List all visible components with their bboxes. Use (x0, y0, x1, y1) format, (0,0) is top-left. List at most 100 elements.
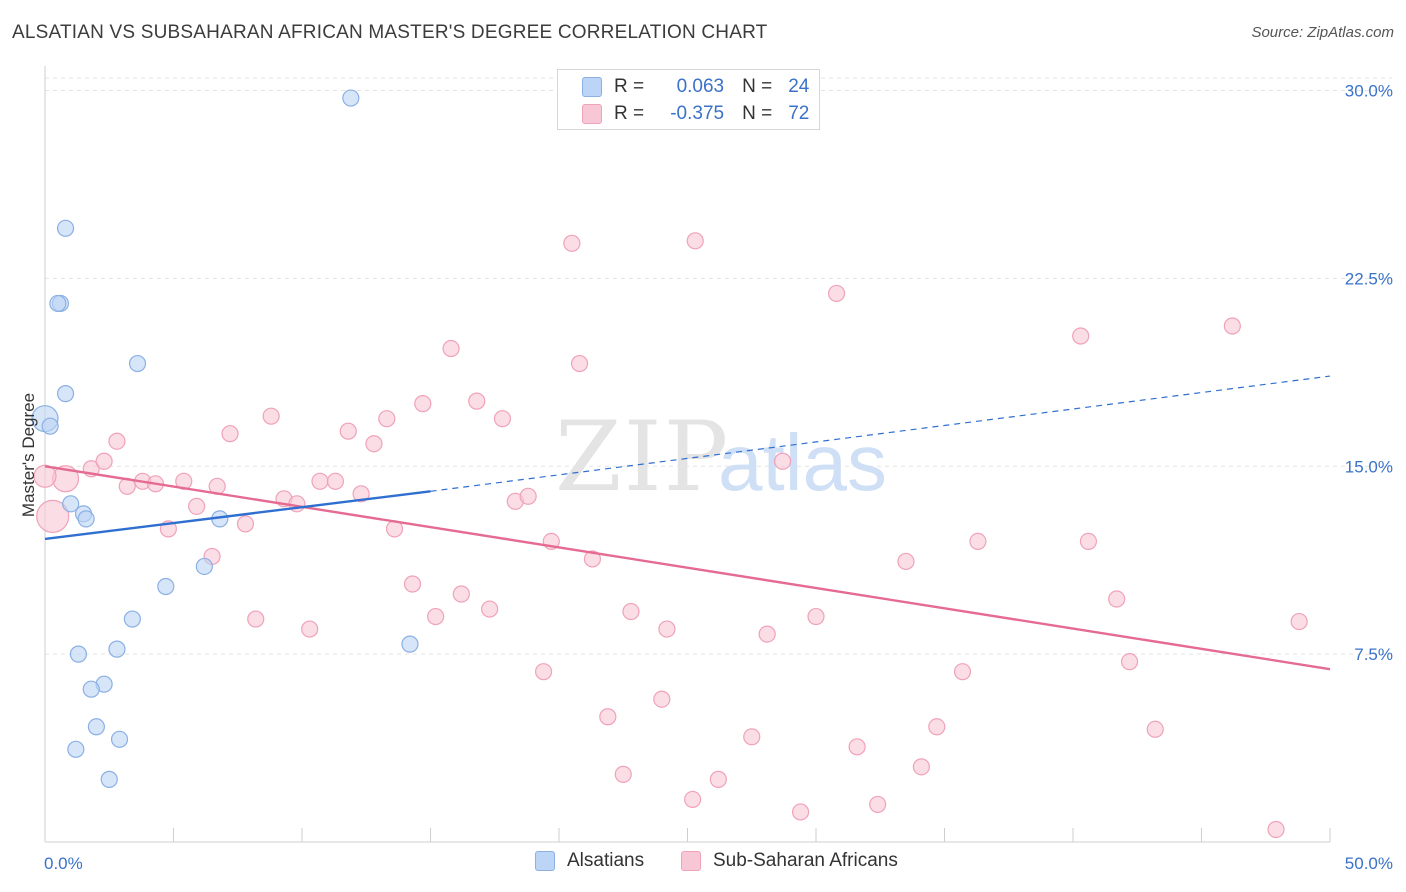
sub-saharan-point (468, 392, 486, 410)
stats-row-sub-saharan: R = -0.375 N = 72 (582, 102, 809, 126)
sub-saharan-point (563, 234, 581, 252)
sub-saharan-trend-line (44, 465, 1331, 671)
sub-saharan-point (1146, 720, 1164, 738)
sub-saharan-point (188, 497, 206, 515)
sub-saharan-point (311, 472, 329, 490)
sub-saharan-point (928, 718, 946, 736)
sub-saharan-point (247, 610, 265, 628)
sub-saharan-point (442, 339, 460, 358)
x-tick-labels: 0.0% 50.0% (44, 854, 1393, 873)
sub-saharan-point (301, 620, 319, 638)
grid-lines (45, 77, 1392, 655)
alsatian-trend-extension (430, 375, 1331, 492)
sub-saharan-point (953, 663, 972, 681)
r-label: R = (614, 103, 645, 124)
sub-saharan-point (339, 422, 357, 440)
alsatian-point (77, 510, 95, 528)
n-label: N = (742, 103, 773, 124)
legend-label-alsatians: Alsatians (567, 850, 645, 871)
sub-saharan-point (1072, 327, 1090, 345)
sub-saharan-point (403, 575, 422, 593)
x-tick-label-min: 0.0% (44, 854, 83, 873)
legend-swatch-alsatians (582, 77, 602, 97)
alsatian-point (110, 730, 129, 748)
sub-saharan-point (773, 452, 792, 470)
sub-saharan-point (758, 625, 776, 643)
sub-saharan-point (599, 708, 617, 726)
sub-saharan-point (743, 728, 761, 746)
alsatian-points (31, 89, 419, 788)
n-value: 72 (788, 103, 810, 124)
sub-saharan-points (33, 232, 1308, 839)
sub-saharan-point (108, 432, 126, 450)
sub-saharan-point (583, 550, 602, 568)
alsatian-point (157, 577, 175, 596)
legend-item-alsatians[interactable]: Alsatians (535, 850, 644, 872)
r-label: R = (614, 76, 645, 97)
alsatian-point (49, 294, 67, 313)
y-tick-label: 7.5% (1354, 645, 1393, 664)
source-note: Source: ZipAtlas.com (1251, 24, 1394, 41)
sub-saharan-point (912, 758, 930, 776)
sub-saharan-point (534, 663, 553, 681)
sub-saharan-point (95, 452, 113, 470)
alsatian-trend-line (44, 490, 431, 541)
sub-saharan-point (848, 738, 866, 756)
sub-saharan-point (1223, 317, 1241, 335)
sub-saharan-point (33, 464, 57, 488)
sub-saharan-point (1267, 820, 1285, 839)
alsatian-point (87, 718, 106, 736)
sub-saharan-point (1079, 532, 1098, 551)
alsatian-point (41, 417, 59, 435)
watermark-zip: ZIP (555, 401, 730, 513)
y-axis-label: Master's Degree (19, 393, 38, 517)
sub-saharan-point (658, 620, 676, 638)
alsatian-point (401, 635, 419, 653)
sub-saharan-point (686, 232, 704, 250)
y-tick-labels: 7.5% 15.0% 22.5% 30.0% (1345, 82, 1393, 665)
sub-saharan-point (365, 435, 383, 453)
sub-saharan-point (653, 690, 671, 708)
stats-row-alsatians: R = 0.063 N = 24 (582, 75, 809, 99)
sub-saharan-point (897, 552, 915, 571)
sub-saharan-point (570, 354, 589, 373)
legend-item-sub-saharan[interactable]: Sub-Saharan Africans (681, 850, 898, 872)
alsatian-point (108, 640, 126, 658)
sub-saharan-point (262, 407, 280, 425)
sub-saharan-point (414, 395, 432, 413)
sub-saharan-point (1290, 612, 1308, 631)
sub-saharan-point (378, 410, 396, 428)
watermark: ZIP atlas (555, 401, 887, 513)
alsatian-point (195, 557, 213, 576)
alsatian-point (67, 740, 85, 758)
sub-saharan-point (236, 515, 255, 533)
y-tick-label: 15.0% (1345, 457, 1393, 476)
legend-swatch-alsatians (535, 851, 555, 871)
axes (44, 66, 1331, 843)
sub-saharan-point (427, 607, 445, 626)
r-value: -0.375 (670, 103, 725, 124)
legend-swatch-sub-saharan (582, 104, 602, 124)
sub-saharan-point (326, 472, 345, 490)
alsatian-point (82, 680, 100, 698)
alsatian-point (56, 385, 75, 403)
sub-saharan-point (622, 602, 640, 621)
legend-swatch-sub-saharan (681, 851, 701, 871)
y-tick-label: 30.0% (1345, 82, 1393, 101)
sub-saharan-point (807, 607, 825, 626)
series-legend: Alsatians Sub-Saharan Africans (0, 850, 1406, 878)
r-value: 0.063 (676, 76, 725, 97)
alsatian-point (100, 770, 118, 788)
sub-saharan-point (791, 803, 810, 821)
sub-saharan-point (684, 790, 702, 809)
legend-label-sub-saharan: Sub-Saharan Africans (713, 850, 898, 871)
n-label: N = (742, 76, 773, 97)
chart-title: ALSATIAN VS SUBSAHARAN AFRICAN MASTER'S … (12, 22, 768, 43)
sub-saharan-point (614, 765, 632, 783)
sub-saharan-point (1120, 653, 1139, 671)
x-tick-label-max: 50.0% (1345, 854, 1393, 873)
sub-saharan-point (452, 585, 470, 603)
sub-saharan-point (827, 284, 846, 303)
alsatian-point (342, 89, 360, 107)
